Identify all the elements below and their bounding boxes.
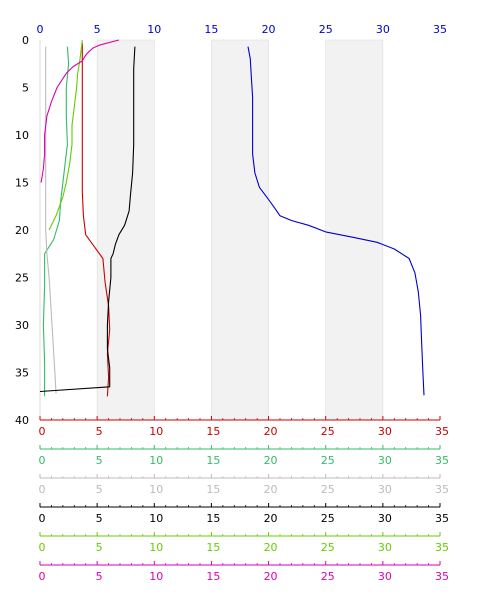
x-tick-label: 15 <box>204 23 218 36</box>
background-band <box>211 39 269 421</box>
x-tick-label: 35 <box>435 512 449 525</box>
x-tick-label: 25 <box>319 23 333 36</box>
x-tick-label: 15 <box>206 570 220 583</box>
x-tick-label: 30 <box>378 425 392 438</box>
x-tick-label: 20 <box>264 570 278 583</box>
series-line-0 <box>247 46 425 396</box>
x-tick-label: 25 <box>321 425 335 438</box>
x-tick-label: 30 <box>378 541 392 554</box>
series-line-1 <box>81 42 111 397</box>
background-bands <box>96 39 384 421</box>
series-line-3 <box>45 46 57 394</box>
x-tick-label: 20 <box>264 512 278 525</box>
y-tick-label: 10 <box>15 129 29 142</box>
x-tick-label: 35 <box>435 425 449 438</box>
x-tick-label: 20 <box>264 483 278 496</box>
x-tick-label: 0 <box>37 23 44 36</box>
x-tick-label: 15 <box>206 454 220 467</box>
x-axis-4: 0 5 10 15 20 25 30 35 <box>39 503 449 525</box>
series-line-4 <box>39 46 136 393</box>
y-tick-label: 0 <box>22 34 29 47</box>
y-tick-label: 5 <box>22 82 29 95</box>
background-band <box>325 39 384 421</box>
x-tick-label: 10 <box>149 541 163 554</box>
x-tick-label: 30 <box>378 454 392 467</box>
x-tick-label: 5 <box>96 512 103 525</box>
x-tick-label: 35 <box>435 454 449 467</box>
x-tick-label: 10 <box>149 570 163 583</box>
x-axis-5: 0 5 10 15 20 25 30 35 <box>39 532 449 554</box>
x-tick-label: 0 <box>39 483 46 496</box>
x-tick-label: 20 <box>262 23 276 36</box>
x-tick-label: 5 <box>96 425 103 438</box>
x-axis-3: 0 5 10 15 20 25 30 35 <box>39 474 449 496</box>
x-axes: 0 5 10 15 20 25 30 35 0 5 10 15 20 25 30 35 0 5 10 15 20 25 30… <box>37 23 450 583</box>
x-tick-label: 5 <box>94 23 101 36</box>
x-tick-label: 10 <box>149 483 163 496</box>
y-tick-label: 15 <box>15 177 29 190</box>
x-axis-0: 0 5 10 15 20 25 30 35 <box>37 23 448 36</box>
x-tick-label: 30 <box>378 483 392 496</box>
x-tick-label: 30 <box>376 23 390 36</box>
x-axis-6: 0 5 10 15 20 25 30 35 <box>39 561 449 583</box>
x-tick-label: 30 <box>378 512 392 525</box>
x-axis-2: 0 5 10 15 20 25 30 35 <box>39 445 449 467</box>
x-tick-label: 0 <box>39 541 46 554</box>
x-tick-label: 35 <box>435 570 449 583</box>
y-axis: 0 5 10 15 20 25 30 35 40 <box>15 34 29 427</box>
y-tick-label: 25 <box>15 272 29 285</box>
x-tick-label: 20 <box>264 454 278 467</box>
x-tick-label: 0 <box>39 425 46 438</box>
x-tick-label: 5 <box>96 541 103 554</box>
x-tick-label: 15 <box>206 483 220 496</box>
x-tick-label: 25 <box>321 570 335 583</box>
x-tick-label: 25 <box>321 454 335 467</box>
series-layer <box>39 39 425 397</box>
x-tick-label: 25 <box>321 512 335 525</box>
x-tick-label: 0 <box>39 570 46 583</box>
x-tick-label: 15 <box>206 541 220 554</box>
x-tick-label: 35 <box>433 23 447 36</box>
y-tick-label: 20 <box>15 224 29 237</box>
x-tick-label: 15 <box>206 425 220 438</box>
y-tick-label: 40 <box>15 414 29 427</box>
x-tick-label: 0 <box>39 454 46 467</box>
series-line-2 <box>42 46 70 397</box>
x-tick-label: 10 <box>149 512 163 525</box>
series-line-6 <box>40 39 120 183</box>
x-tick-label: 5 <box>96 454 103 467</box>
x-tick-label: 5 <box>96 570 103 583</box>
x-tick-label: 10 <box>149 454 163 467</box>
x-tick-label: 35 <box>435 541 449 554</box>
x-tick-label: 30 <box>378 570 392 583</box>
y-tick-label: 30 <box>15 319 29 332</box>
x-tick-label: 25 <box>321 541 335 554</box>
x-tick-label: 10 <box>147 23 161 36</box>
x-tick-label: 15 <box>206 512 220 525</box>
x-tick-label: 0 <box>39 512 46 525</box>
x-axis-1: 0 5 10 15 20 25 30 35 <box>39 416 449 438</box>
x-tick-label: 20 <box>264 425 278 438</box>
x-tick-label: 5 <box>96 483 103 496</box>
x-tick-label: 25 <box>321 483 335 496</box>
x-tick-label: 10 <box>149 425 163 438</box>
background-band <box>96 39 155 421</box>
x-tick-label: 20 <box>264 541 278 554</box>
y-tick-label: 35 <box>15 367 29 380</box>
x-tick-label: 35 <box>435 483 449 496</box>
series-line-5 <box>48 39 83 231</box>
